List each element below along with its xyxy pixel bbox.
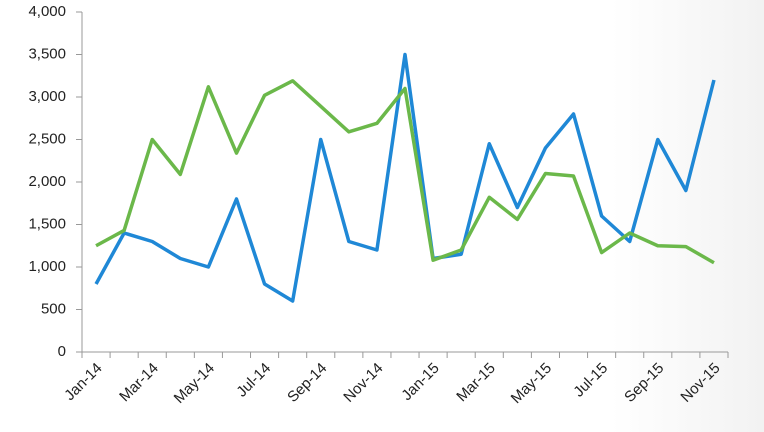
y-tick-label: 3,500: [28, 45, 66, 62]
y-tick-label: 4,000: [28, 3, 66, 20]
y-tick-label: 0: [58, 343, 66, 360]
y-tick-label: 500: [41, 300, 66, 317]
y-tick-label: 3,000: [28, 88, 66, 105]
y-tick-label: 1,000: [28, 258, 66, 275]
y-tick-label: 2,500: [28, 130, 66, 147]
series-line: [94, 52, 716, 303]
series-line: [95, 79, 715, 265]
y-tick-label: 2,000: [28, 173, 66, 190]
y-tick-label: 1,500: [28, 215, 66, 232]
